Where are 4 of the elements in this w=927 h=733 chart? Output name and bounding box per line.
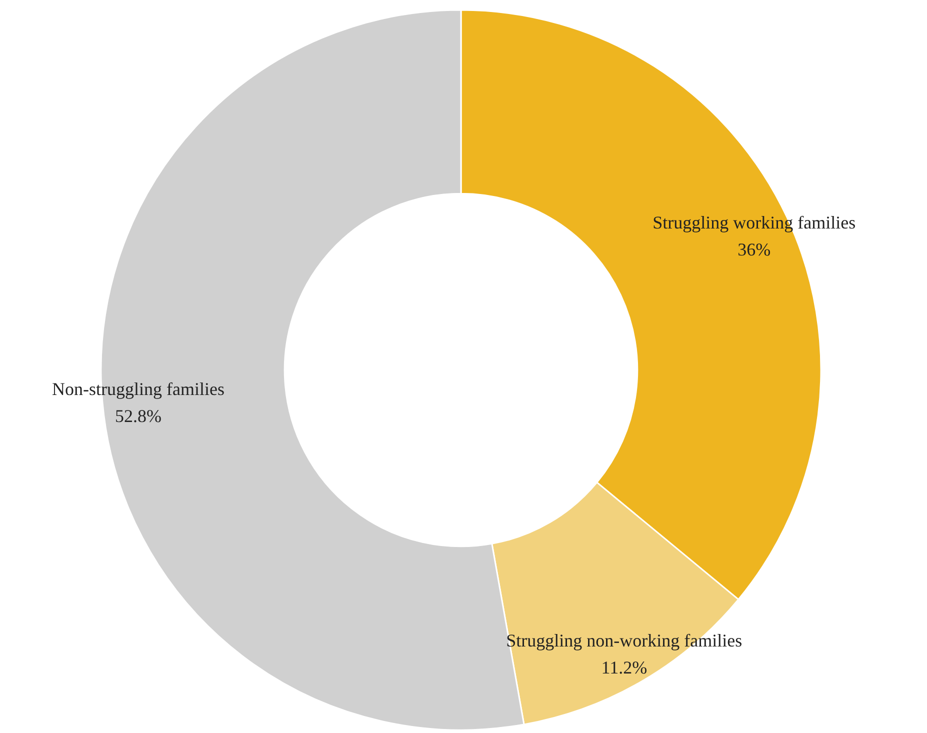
data-label: 11.2%: [601, 657, 648, 678]
data-label: 52.8%: [115, 406, 162, 426]
slice-label: Non-struggling families: [52, 378, 224, 399]
data-label: 36%: [738, 239, 771, 260]
